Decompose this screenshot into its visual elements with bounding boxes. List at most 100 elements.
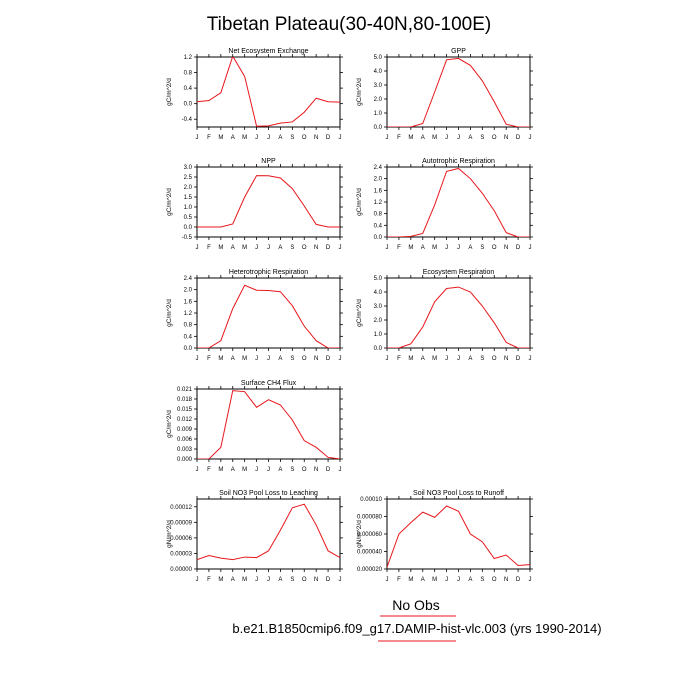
- x-tick-label: M: [242, 135, 247, 141]
- x-tick-label: J: [196, 245, 199, 251]
- y-tick-label: 2.0: [374, 97, 383, 103]
- y-axis-label: gC/m^2/d: [356, 78, 363, 106]
- panel-title: Ecosystem Respiration: [423, 269, 495, 276]
- y-axis-label: gC/m^2/d: [166, 78, 173, 106]
- y-tick-label: 0.000040: [357, 550, 383, 556]
- x-tick-label: A: [421, 135, 425, 141]
- y-tick-label: 2.4: [184, 276, 193, 282]
- x-tick-label: O: [302, 135, 307, 141]
- x-tick-label: J: [339, 135, 342, 141]
- panel-8: Soil NO3 Pool Loss to Leaching J F M A M J J A S O…: [166, 490, 343, 583]
- x-tick-label: A: [421, 245, 425, 251]
- x-tick-label: N: [314, 135, 318, 141]
- x-tick-label: N: [504, 135, 508, 141]
- x-tick-label: D: [326, 245, 331, 251]
- series-line: [197, 390, 340, 459]
- x-tick-label: J: [529, 135, 532, 141]
- y-tick-label: 3.0: [374, 304, 383, 310]
- y-tick-label: 0.00010: [360, 497, 382, 503]
- y-tick-label: 0.0: [184, 102, 193, 108]
- y-tick-label: 0.000: [177, 457, 193, 463]
- x-tick-label: J: [196, 577, 199, 583]
- x-tick-label: J: [267, 356, 270, 362]
- x-tick-label: D: [326, 577, 331, 583]
- y-tick-label: 0.000020: [357, 567, 383, 573]
- y-tick-label: 0.0: [374, 346, 383, 352]
- y-tick-label: 0.8: [374, 212, 383, 218]
- y-axis-label: gC/m^2/d: [166, 188, 173, 216]
- x-tick-label: M: [242, 467, 247, 473]
- x-tick-label: A: [231, 356, 235, 362]
- x-tick-label: A: [231, 245, 235, 251]
- x-tick-label: O: [302, 577, 307, 583]
- y-tick-label: 0.009: [177, 427, 193, 433]
- x-tick-label: A: [231, 577, 235, 583]
- figure-title: Tibetan Plateau(30-40N,80-100E): [207, 14, 491, 35]
- x-tick-label: F: [207, 577, 211, 583]
- x-tick-label: N: [314, 356, 318, 362]
- series-line: [387, 57, 530, 127]
- panel-title: Soil NO3 Pool Loss to Leaching: [219, 490, 318, 497]
- plot-frame: [386, 56, 531, 128]
- y-axis-label: gN/m^2/d: [166, 520, 173, 548]
- x-tick-label: M: [408, 245, 413, 251]
- x-tick-label: J: [196, 356, 199, 362]
- x-tick-label: J: [445, 245, 448, 251]
- y-tick-label: 5.0: [374, 55, 383, 61]
- x-tick-label: N: [314, 245, 318, 251]
- x-tick-label: S: [480, 245, 484, 251]
- y-tick-label: -0.4: [182, 117, 193, 123]
- x-tick-label: F: [207, 245, 211, 251]
- x-tick-label: A: [278, 467, 282, 473]
- y-tick-label: 1.0: [374, 111, 383, 117]
- x-tick-label: M: [432, 356, 437, 362]
- y-tick-label: 0.4: [184, 86, 193, 92]
- plot-frame: [196, 498, 341, 570]
- y-tick-label: 0.018: [177, 397, 193, 403]
- x-tick-label: F: [397, 577, 401, 583]
- x-tick-label: J: [267, 135, 270, 141]
- x-tick-label: D: [516, 577, 521, 583]
- x-tick-label: F: [207, 467, 211, 473]
- plot-frame: [386, 166, 531, 238]
- x-tick-label: J: [255, 245, 258, 251]
- x-tick-label: J: [267, 245, 270, 251]
- y-tick-label: 0.0: [374, 125, 383, 131]
- x-tick-label: F: [207, 356, 211, 362]
- y-tick-label: 0.003: [177, 447, 193, 453]
- y-tick-label: 0.8: [184, 323, 193, 329]
- series-line: [387, 286, 530, 348]
- x-tick-label: J: [445, 356, 448, 362]
- x-tick-label: J: [386, 356, 389, 362]
- x-tick-label: S: [480, 356, 484, 362]
- y-tick-label: 0.00006: [170, 536, 192, 542]
- x-tick-label: J: [457, 135, 460, 141]
- x-tick-label: A: [468, 245, 472, 251]
- x-tick-label: M: [408, 356, 413, 362]
- y-tick-label: 0.000060: [357, 532, 383, 538]
- x-tick-label: O: [492, 135, 497, 141]
- x-tick-label: M: [432, 577, 437, 583]
- x-tick-label: J: [457, 577, 460, 583]
- x-tick-label: M: [218, 467, 223, 473]
- x-tick-label: F: [397, 356, 401, 362]
- y-tick-label: 3.0: [184, 165, 193, 171]
- caption: b.e21.B1850cmip6.f09_g17.DAMIP-hist-vlc.…: [232, 621, 601, 636]
- y-tick-label: 1.6: [374, 188, 383, 194]
- x-tick-label: D: [326, 467, 331, 473]
- x-tick-label: M: [408, 577, 413, 583]
- x-tick-label: S: [290, 135, 294, 141]
- x-tick-label: J: [339, 245, 342, 251]
- series-line: [197, 503, 340, 561]
- x-tick-label: M: [218, 245, 223, 251]
- y-tick-label: 4.0: [374, 69, 383, 75]
- y-tick-label: 3.0: [374, 83, 383, 89]
- x-tick-label: O: [492, 245, 497, 251]
- x-tick-label: A: [278, 135, 282, 141]
- y-tick-label: 2.0: [374, 318, 383, 324]
- x-tick-label: S: [290, 356, 294, 362]
